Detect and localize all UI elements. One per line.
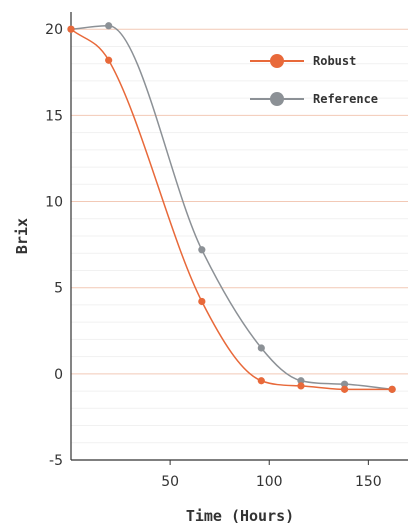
grid-lines	[71, 28, 408, 461]
tick-labels: -5 0 5 10 15 20 50 100 150	[45, 22, 382, 490]
axes	[70, 12, 408, 461]
data-point-robust	[105, 56, 113, 64]
x-tick-label: 50	[161, 474, 179, 490]
legend-item-reference: Reference	[250, 92, 378, 106]
y-tick-label: -5	[49, 453, 63, 469]
y-tick-label: 0	[54, 367, 63, 383]
y-tick-label: 20	[45, 22, 63, 38]
legend-marker-reference	[270, 92, 284, 106]
legend-item-robust: Robust	[250, 54, 356, 68]
series-line-robust	[70, 28, 393, 391]
data-point-reference	[297, 377, 305, 385]
y-tick-label: 10	[45, 195, 63, 211]
series-reference	[67, 22, 396, 393]
y-tick-label: 5	[54, 281, 63, 297]
legend: Robust Reference	[250, 54, 378, 106]
legend-marker-robust	[270, 54, 284, 68]
data-point-robust	[257, 377, 265, 385]
legend-label-robust: Robust	[313, 54, 356, 68]
data-point-reference	[198, 246, 206, 254]
y-tick-label: 15	[45, 108, 63, 124]
x-tick-label: 100	[256, 474, 283, 490]
x-axis-title: Time (Hours)	[186, 507, 294, 525]
data-point-reference	[105, 22, 113, 30]
data-point-robust	[67, 25, 75, 33]
legend-label-reference: Reference	[313, 92, 378, 106]
y-axis-title: Brix	[13, 218, 31, 254]
series	[67, 22, 396, 393]
data-point-robust	[388, 385, 396, 393]
series-robust	[67, 25, 396, 393]
data-point-robust	[198, 297, 206, 306]
data-point-robust	[340, 385, 349, 393]
data-point-robust	[297, 382, 305, 390]
data-point-reference	[257, 344, 265, 352]
series-line-reference	[70, 25, 393, 391]
x-tick-label: 150	[355, 474, 382, 490]
data-point-reference	[340, 380, 349, 388]
